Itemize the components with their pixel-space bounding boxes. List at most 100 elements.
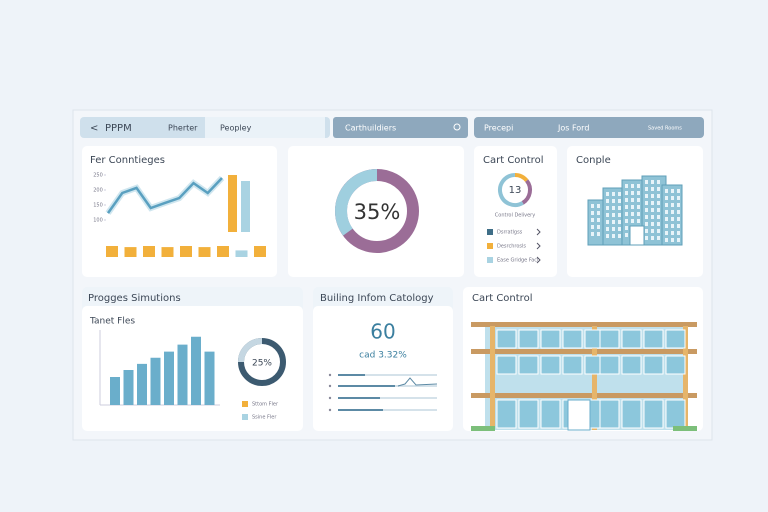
search-bar[interactable] [333, 117, 468, 138]
window [657, 215, 660, 219]
window [677, 210, 680, 214]
window [677, 189, 680, 193]
search-icon[interactable] [453, 123, 461, 131]
window [637, 191, 640, 195]
window [657, 222, 660, 226]
window [618, 192, 621, 196]
window [657, 229, 660, 233]
window [606, 206, 609, 210]
window [631, 212, 634, 216]
brand[interactable]: PPPM [105, 123, 132, 134]
mini-bar [198, 247, 211, 257]
window [591, 232, 594, 236]
caption: Control Delivery [495, 213, 535, 219]
window [618, 199, 621, 203]
slider-dot [328, 396, 332, 400]
donut-segment [335, 169, 378, 236]
window [606, 234, 609, 238]
window [597, 211, 600, 215]
glass [518, 399, 539, 429]
window [671, 231, 674, 235]
window [665, 238, 668, 242]
window [645, 187, 648, 191]
window [637, 212, 640, 216]
window [657, 180, 660, 184]
menu[interactable]: Precepi [484, 124, 513, 133]
mini-bar [161, 247, 174, 257]
nav-right [474, 117, 704, 138]
active-tab[interactable] [205, 117, 325, 138]
bar [164, 351, 174, 405]
window [677, 238, 680, 242]
window [671, 196, 674, 200]
window [651, 187, 654, 191]
window [612, 199, 615, 203]
tab[interactable]: Peopley [220, 124, 252, 133]
mini-bar [235, 250, 248, 257]
card-title: Conple [576, 155, 611, 166]
ring-segment [498, 173, 524, 207]
ring-segment [514, 173, 529, 183]
window [625, 212, 628, 216]
window [645, 194, 648, 198]
glass [599, 355, 620, 375]
bar [110, 377, 120, 405]
y-tick-label: 250 [93, 173, 103, 179]
window [612, 220, 615, 224]
window [606, 220, 609, 224]
glass [562, 329, 583, 349]
y-tick-label: 100 [93, 218, 103, 224]
hedge [673, 426, 697, 431]
window [606, 227, 609, 231]
card-title: Builing Infom Catology [320, 293, 434, 304]
card-title: Cart Control [472, 293, 532, 304]
legend-label: Desrchrosls [497, 244, 526, 250]
chevron [536, 242, 541, 250]
window [657, 208, 660, 212]
window [631, 198, 634, 202]
window [612, 192, 615, 196]
window [618, 220, 621, 224]
window [597, 218, 600, 222]
window [657, 201, 660, 205]
back-button[interactable]: < [90, 123, 98, 134]
window [591, 204, 594, 208]
window [657, 187, 660, 191]
bar [191, 336, 201, 405]
legend-label: Sttom Fler [252, 402, 279, 408]
building [661, 184, 683, 246]
window [625, 226, 628, 230]
glass [496, 355, 517, 375]
window [612, 206, 615, 210]
window [671, 210, 674, 214]
window [651, 194, 654, 198]
slider-dot [328, 373, 332, 377]
window [651, 229, 654, 233]
column [490, 326, 495, 430]
glass [518, 355, 539, 375]
glass [665, 399, 686, 429]
window [637, 205, 640, 209]
window [618, 206, 621, 210]
user[interactable]: Jos Ford [557, 124, 589, 133]
card-title: Cart Control [483, 155, 543, 166]
glass [599, 399, 620, 429]
tab[interactable]: Pherter [168, 124, 198, 133]
legend-label: Ease Gridge Fact [497, 258, 539, 264]
window [657, 194, 660, 198]
window [665, 210, 668, 214]
sparkline [397, 377, 438, 387]
card [288, 146, 464, 277]
mini-bar [217, 246, 229, 257]
window [651, 208, 654, 212]
chevron [536, 228, 541, 236]
search-text[interactable]: Carthuildiers [345, 124, 396, 133]
window [591, 225, 594, 229]
window [651, 222, 654, 226]
y-tick-label: 150 [93, 203, 103, 209]
kpi-value: 60 [370, 320, 395, 344]
card-title: Fer Conntieges [90, 155, 165, 166]
glass [562, 355, 583, 375]
account[interactable]: Saved Rooms [648, 126, 682, 132]
